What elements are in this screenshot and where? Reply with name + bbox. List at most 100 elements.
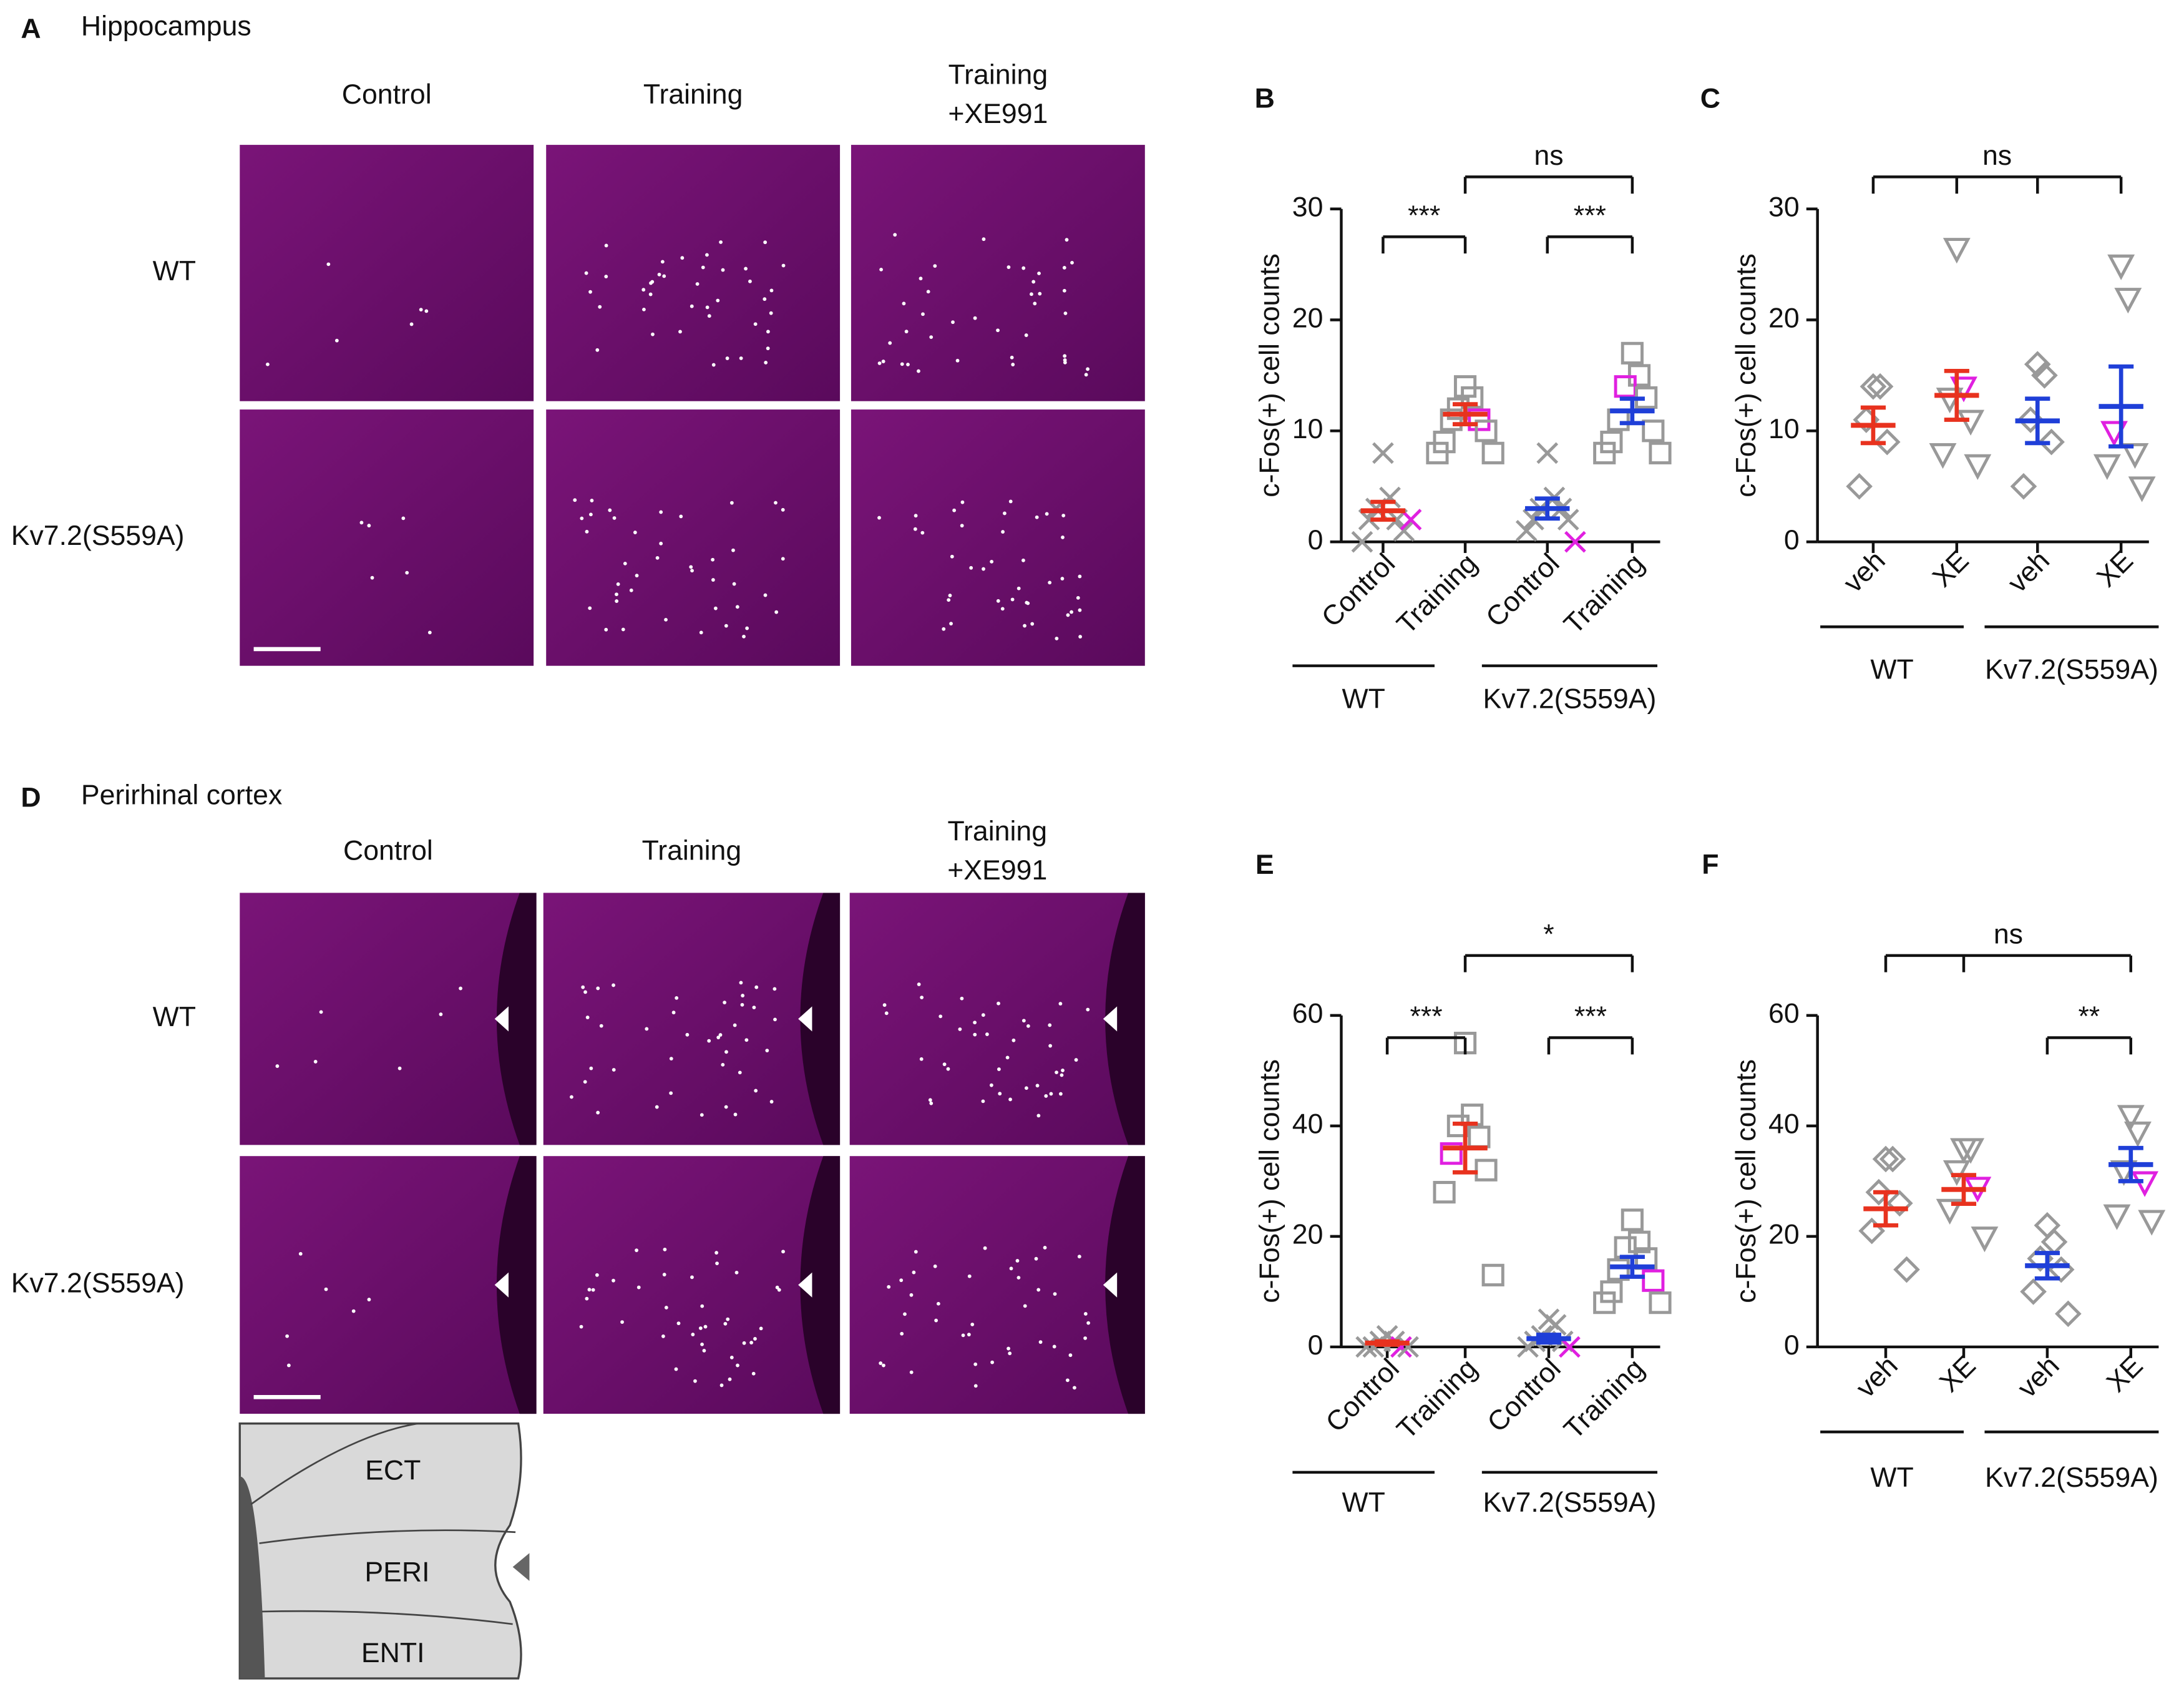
cell-dot (1008, 1351, 1012, 1356)
error-bar-line (1452, 402, 1478, 426)
group-label: WT (1870, 1462, 1913, 1493)
cell-dot (1033, 301, 1037, 306)
cell-dot (745, 626, 749, 630)
cell-dot (633, 531, 637, 534)
cell-dot (1025, 1086, 1028, 1090)
significance-label: ns (1982, 140, 2012, 171)
y-tick-label: 10 (1292, 414, 1324, 444)
cell-dot (996, 328, 1000, 333)
significance-bracket (1463, 175, 1634, 194)
cell-dot (1052, 1344, 1056, 1349)
micrograph (240, 1156, 537, 1414)
cell-dot (659, 541, 663, 546)
cell-dot (1024, 333, 1028, 337)
cell-dot (585, 1296, 589, 1301)
cell-dot (900, 362, 904, 366)
error-bar-line (1534, 496, 1560, 521)
cell-dot (702, 1349, 706, 1353)
cell-dot (275, 1064, 280, 1068)
significance-label: *** (1410, 1001, 1443, 1032)
cell-dot (1007, 265, 1011, 269)
cell-dot (765, 1049, 769, 1052)
cell-dot (419, 308, 423, 312)
cell-dot (1036, 1288, 1041, 1292)
cell-dot (766, 346, 770, 351)
cell-dot (699, 630, 703, 635)
error-bar (1452, 402, 1478, 426)
panel-letter: E (1255, 849, 1274, 880)
schematic-edge (240, 1476, 265, 1679)
cell-dot (707, 314, 711, 318)
cell-dot (718, 1033, 723, 1037)
cell-dot (585, 529, 589, 534)
cell-dot (996, 599, 1000, 603)
cell-dot (879, 267, 884, 272)
data-point (1355, 1336, 1377, 1358)
cell-dot (933, 264, 937, 268)
error-bar (1536, 1333, 1562, 1345)
significance-bracket (1884, 954, 2133, 972)
data-point (1957, 409, 1985, 436)
y-tick-label: 0 (1784, 525, 1800, 556)
cortex-edge (800, 893, 841, 1145)
cell-dot (990, 559, 994, 564)
data-point (2103, 1204, 2131, 1230)
cell-dot (781, 557, 785, 561)
cell-dot (1011, 363, 1015, 366)
cell-dot (1078, 635, 1083, 639)
cell-dot (1008, 499, 1013, 504)
cell-dot (929, 1101, 934, 1105)
cell-dot (648, 292, 653, 296)
cell-dot (588, 606, 592, 610)
cell-dot (744, 1038, 749, 1042)
cell-dot (900, 1331, 904, 1336)
cell-dot (707, 1039, 711, 1043)
cell-dot (588, 290, 592, 294)
cell-dot (970, 1323, 975, 1326)
data-point (1642, 1269, 1665, 1292)
cell-dot (1021, 558, 1025, 562)
cell-dot (334, 338, 339, 343)
column-label: Training (948, 60, 1048, 91)
data-point (1557, 509, 1579, 531)
cell-dot (285, 1334, 290, 1338)
cell-dot (655, 556, 660, 560)
error-bar-line (1860, 405, 1886, 446)
significance-label: ns (1994, 919, 2023, 949)
cell-dot (1034, 1256, 1038, 1261)
cell-dot (1053, 1292, 1057, 1296)
cell-dot (781, 1250, 785, 1254)
cell-dot (734, 1270, 739, 1275)
cell-dot (621, 627, 625, 632)
cell-dot (1062, 266, 1066, 270)
cell-dot (1044, 1094, 1048, 1098)
cell-dot (967, 1333, 971, 1337)
arrowhead (1103, 1006, 1118, 1032)
data-point (1879, 1145, 1906, 1173)
data-point (1372, 442, 1394, 464)
cell-dot (1000, 607, 1005, 611)
cell-dot (960, 500, 965, 504)
data-point (2024, 351, 2051, 378)
cell-dot (620, 1320, 624, 1324)
cell-dot (635, 1248, 638, 1253)
cell-dot (612, 516, 617, 520)
cell-dot (1073, 1386, 1076, 1390)
data-point (2038, 428, 2065, 456)
cell-dot (777, 1288, 781, 1292)
x-tick-label: Training (1391, 548, 1483, 640)
cell-dot (405, 570, 409, 575)
group-label: Kv7.2(S559A) (1483, 683, 1657, 714)
schematic-arrow (512, 1553, 530, 1581)
cell-dot (664, 1306, 668, 1310)
cell-dot (742, 1341, 746, 1345)
cell-dot (427, 630, 432, 635)
x-tick-label: Training (1558, 1353, 1650, 1445)
cell-dot (1060, 577, 1065, 580)
x-tick-label: Training (1558, 548, 1650, 640)
cell-dot (719, 1383, 724, 1388)
cell-dot (689, 565, 693, 569)
cell-dot (948, 594, 952, 597)
data-point (1481, 1263, 1504, 1286)
